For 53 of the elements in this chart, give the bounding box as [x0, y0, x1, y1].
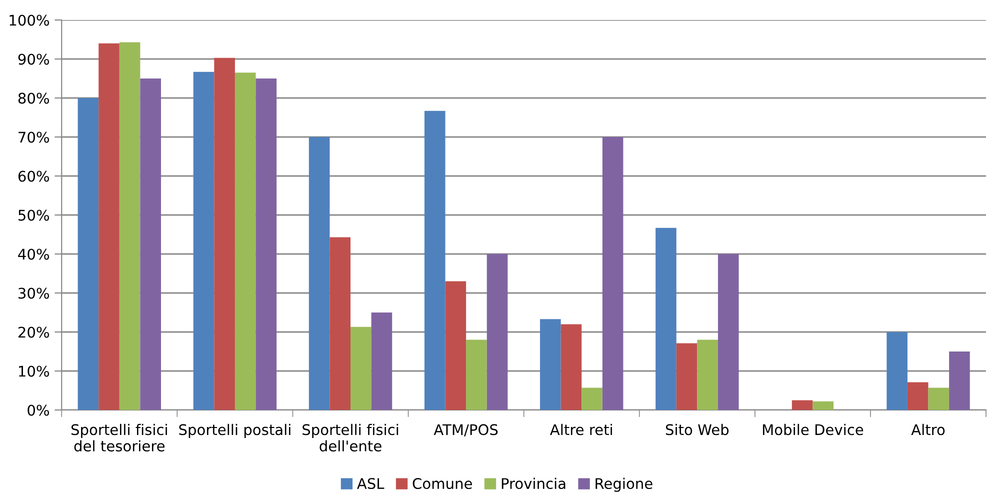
y-tick-label: 30%: [18, 288, 50, 299]
y-tick-label: 100%: [10, 14, 50, 26]
bar: [540, 319, 561, 410]
y-tick-label: 40%: [18, 248, 50, 260]
bar: [656, 228, 676, 410]
x-tick-label: Sportelli postali: [179, 424, 290, 438]
x-tick-label: Altro: [911, 424, 945, 436]
bar: [697, 340, 718, 410]
bar: [602, 137, 624, 410]
bar: [330, 237, 351, 410]
y-tick-label: 10%: [19, 366, 50, 377]
bar: [582, 388, 602, 410]
bar: [98, 43, 120, 410]
y-tick-label: 0%: [28, 404, 50, 416]
bar: [193, 72, 214, 410]
bar: [445, 281, 466, 410]
y-tick-label: 20%: [18, 326, 50, 338]
bar: [560, 324, 582, 410]
bar: [907, 382, 928, 410]
legend-label: Provincia: [502, 478, 566, 490]
bar: [371, 312, 392, 410]
bar: [350, 326, 372, 410]
bar: [486, 254, 508, 410]
bar: [214, 58, 235, 410]
x-tick-label: ATM/POS: [434, 424, 498, 436]
bar: [308, 137, 330, 410]
bar: [78, 98, 99, 410]
bar: [949, 352, 970, 410]
bar: [928, 388, 950, 410]
bar: [256, 78, 277, 410]
bar: [234, 72, 256, 410]
bar: [140, 78, 162, 410]
bar: [718, 254, 739, 410]
bar: [119, 42, 140, 410]
x-tick-label: Sportelli fisici dell'ente: [302, 424, 398, 452]
x-tick-label: Sito Web: [666, 424, 729, 436]
bar: [466, 340, 487, 410]
bar: [792, 400, 813, 410]
x-tick-label: Mobile Device: [762, 424, 864, 436]
legend-label: Comune: [412, 478, 472, 490]
y-tick-label: 80%: [18, 92, 50, 104]
bar: [424, 110, 446, 410]
y-tick-label: 50%: [18, 210, 50, 221]
bar: [886, 332, 908, 410]
bar: [676, 343, 698, 410]
legend-label: Regione: [596, 478, 652, 492]
bar: [812, 401, 834, 410]
x-tick-label: Sportelli fisici del tesoriere: [71, 424, 167, 452]
x-tick-label: Altre reti: [550, 424, 612, 436]
y-tick-label: 70%: [18, 132, 50, 143]
y-tick-label: 90%: [18, 54, 50, 65]
legend-label: ASL: [357, 478, 384, 490]
y-tick-label: 60%: [18, 170, 50, 182]
